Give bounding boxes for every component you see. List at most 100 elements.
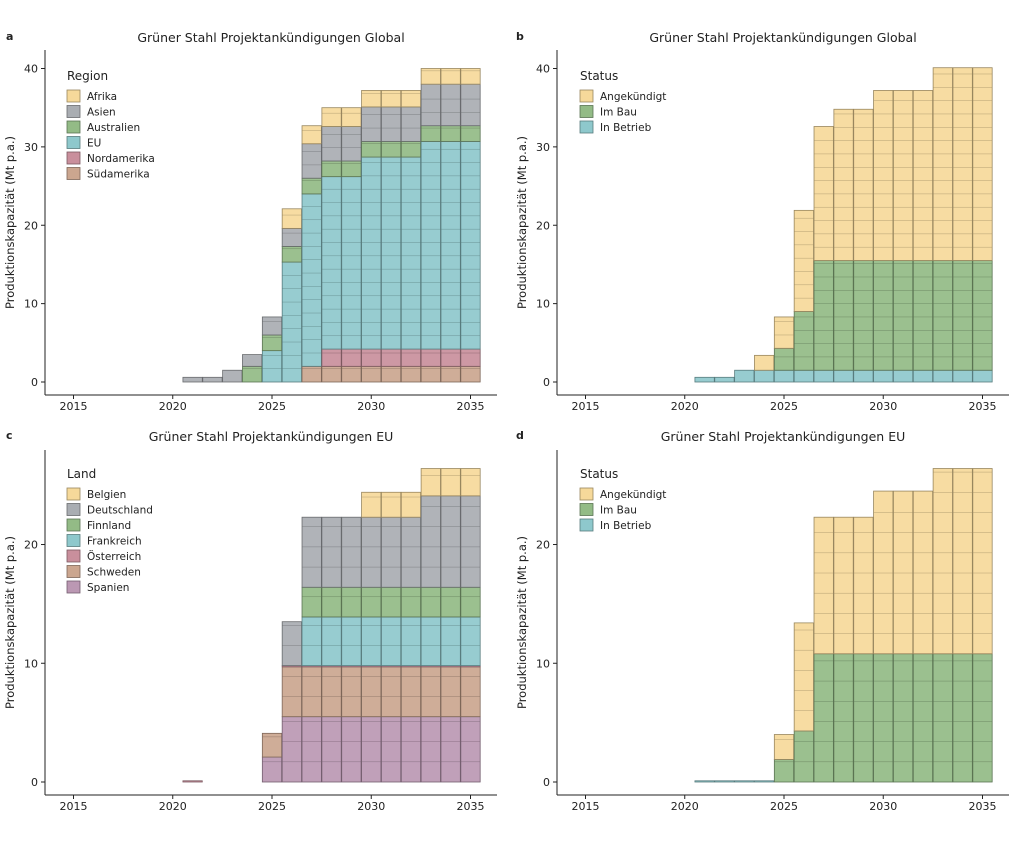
x-tick-label: 2030 <box>357 800 385 813</box>
bar-segment <box>952 653 973 783</box>
bar-segment <box>873 369 894 383</box>
bar-segment <box>341 516 362 588</box>
y-tick-label: 20 <box>24 219 38 232</box>
bar-segment <box>440 68 461 85</box>
x-tick-label: 2020 <box>159 800 187 813</box>
bar-segment <box>460 616 481 667</box>
bar-segment <box>281 621 302 667</box>
y-axis-label: Produktionskapazität (Mt p.a.) <box>3 536 17 709</box>
legend-title: Land <box>67 467 96 481</box>
bar-segment <box>952 468 973 655</box>
bar-segment <box>932 67 953 261</box>
y-axis-label: Produktionskapazität (Mt p.a.) <box>515 536 529 709</box>
y-tick-label: 10 <box>536 298 550 311</box>
x-tick-label: 2025 <box>258 400 286 413</box>
bars <box>694 67 993 383</box>
bar-segment <box>972 468 993 655</box>
bars <box>182 468 481 783</box>
bar-segment <box>301 666 322 718</box>
legend-label: Nordamerika <box>87 153 155 165</box>
bar-segment <box>400 348 422 367</box>
y-tick-label: 0 <box>543 376 550 389</box>
y-tick-label: 10 <box>24 298 38 311</box>
bar-segment <box>873 490 894 655</box>
bar-segment <box>932 369 953 383</box>
x-tick-label: 2020 <box>159 400 187 413</box>
bar-segment <box>420 586 441 618</box>
chart-title: Grüner Stahl Projektankündigungen Global <box>649 30 916 45</box>
legend-title: Region <box>67 69 108 83</box>
bar-segment <box>912 369 934 383</box>
bar-segment <box>341 716 362 783</box>
legend-swatch <box>66 580 81 594</box>
bar-segment <box>400 616 422 667</box>
legend-swatch <box>579 89 594 103</box>
bar-segment <box>972 369 993 383</box>
legend-title: Status <box>580 467 618 481</box>
bar-segment <box>222 369 243 383</box>
bar-segment <box>261 756 283 783</box>
legend-swatch <box>66 534 81 547</box>
bar-segment <box>361 586 382 618</box>
bar-segment <box>813 516 834 655</box>
x-tick-label: 2015 <box>60 400 88 413</box>
bar-segment <box>440 348 461 367</box>
bar-segment <box>420 716 441 783</box>
bar-segment <box>773 347 795 371</box>
bar-segment <box>321 348 342 367</box>
bar-segment <box>381 516 402 588</box>
bar-segment <box>714 780 735 783</box>
bar-segment <box>341 107 362 127</box>
bar-segment <box>773 316 795 349</box>
y-tick-label: 30 <box>536 141 550 154</box>
panel-c: c Grüner Stahl Projektankündigungen EU Pro… <box>3 429 497 813</box>
bar-segment <box>420 83 441 127</box>
legend-label: Österreich <box>87 550 141 563</box>
bar-segment <box>400 586 422 618</box>
legend-swatch <box>579 105 594 118</box>
bar-segment <box>952 67 973 261</box>
bar-segment <box>182 780 203 783</box>
x-tick-label: 2025 <box>770 800 798 813</box>
legend-swatch <box>579 120 594 134</box>
bar-segment <box>694 780 715 783</box>
bar-segment <box>242 354 263 367</box>
bar-segment <box>361 156 382 350</box>
bar-segment <box>301 516 322 588</box>
bar-segment <box>460 468 481 497</box>
bar-segment <box>400 516 422 588</box>
legend-swatch <box>66 518 81 532</box>
bar-segment <box>361 90 382 108</box>
bar-segment <box>440 616 461 667</box>
legend-label: In Betrieb <box>600 520 652 532</box>
bar-segment <box>932 468 953 655</box>
bar-segment <box>281 227 302 247</box>
legend: Region Afrika Asien Australien EU Nordamerika… <box>66 69 155 181</box>
bar-segment <box>361 666 382 718</box>
bar-segment <box>381 616 402 667</box>
y-axis-label: Produktionskapazität (Mt p.a.) <box>515 136 529 309</box>
legend-label: Angekündigt <box>600 91 666 103</box>
legend: Land Belgien Deutschland Finnland Frankreich… <box>66 467 153 594</box>
bar-segment <box>400 716 422 783</box>
bar-segment <box>893 90 914 261</box>
bar-segment <box>853 108 874 261</box>
bar-segment <box>381 348 402 367</box>
bar-segment <box>873 90 894 261</box>
bar-segment <box>754 369 775 383</box>
bar-segment <box>440 716 461 783</box>
bar-segment <box>833 108 854 261</box>
legend-label: In Betrieb <box>600 122 652 134</box>
bar-segment <box>793 311 814 371</box>
bar-segment <box>381 666 402 718</box>
bar-segment <box>833 653 854 783</box>
chart-title: Grüner Stahl Projektankündigungen EU <box>661 429 906 444</box>
bar-segment <box>714 376 735 383</box>
legend-swatch <box>66 549 81 563</box>
y-tick-label: 20 <box>536 539 550 552</box>
bar-segment <box>321 107 342 127</box>
legend-swatch <box>66 167 81 180</box>
bars <box>694 468 993 783</box>
panel-b: b Grüner Stahl Projektankündigungen Globa… <box>515 30 1009 413</box>
legend-swatch <box>66 136 81 149</box>
